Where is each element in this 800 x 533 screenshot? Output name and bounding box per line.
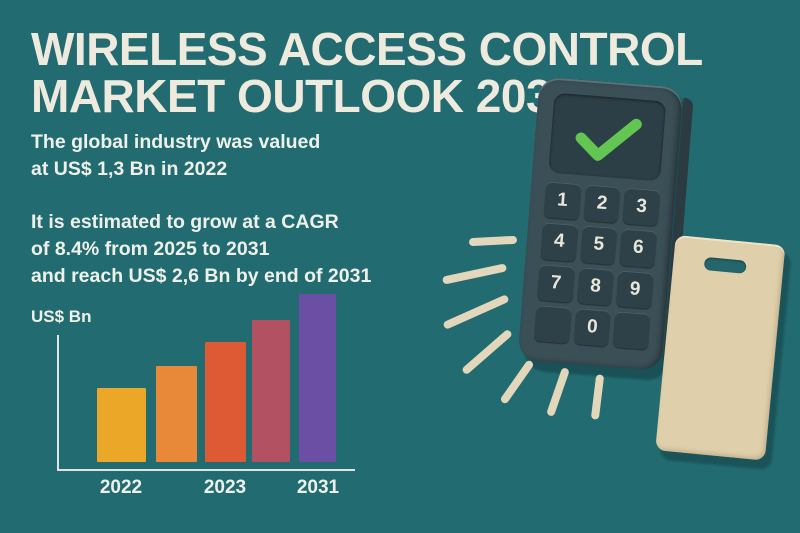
forecast-line-1: It is estimated to grow at a CAGR (31, 211, 339, 233)
bar-0 (97, 388, 146, 462)
bar-3 (252, 320, 290, 462)
wave-4 (460, 328, 514, 376)
device-body: 1 2 3 4 5 6 7 8 9 0 (517, 76, 684, 371)
check-icon (575, 118, 642, 161)
bar-2 (205, 342, 246, 462)
forecast-line-3: and reach US$ 2,6 Bn by end of 2031 (31, 265, 372, 287)
title-line-1: WIRELESS ACCESS CONTROL (31, 23, 703, 75)
page-title: WIRELESS ACCESS CONTROL MARKET OUTLOOK 2… (31, 23, 703, 122)
bar-1 (156, 366, 197, 462)
title-line-2: MARKET OUTLOOK 2031 (31, 70, 577, 122)
wireless-keypad-reader: 1 2 3 4 5 6 7 8 9 0 (517, 76, 694, 383)
key-2[interactable]: 2 (583, 184, 621, 224)
key-3[interactable]: 3 (622, 187, 661, 227)
keycard-body (655, 234, 786, 461)
bar-chart: US$ Bn 2022 2023 2031 (0, 294, 400, 520)
valuation-text: The global industry was valued at US$ 1,… (31, 129, 461, 183)
bar-4 (299, 294, 336, 462)
tick-label-2023: 2023 (203, 477, 247, 498)
access-key-card (655, 234, 792, 471)
valuation-line-1: The global industry was valued (31, 131, 321, 153)
chart-y-axis (57, 335, 59, 470)
wave-1 (468, 235, 518, 247)
chart-y-axis-label: US$ Bn (31, 307, 92, 326)
chart-x-axis (57, 469, 355, 471)
wave-3 (442, 294, 510, 330)
forecast-line-2: of 8.4% from 2025 to 2031 (31, 238, 270, 260)
signal-waves (441, 225, 630, 455)
tick-label-2031: 2031 (296, 477, 340, 498)
wave-7 (590, 374, 605, 420)
tick-label-2022: 2022 (99, 477, 143, 498)
device-screen (548, 92, 667, 182)
wave-6 (546, 367, 570, 417)
keycard-slot-hole (703, 256, 747, 274)
valuation-line-2: at US$ 1,3 Bn in 2022 (31, 158, 228, 180)
forecast-text: It is estimated to grow at a CAGR of 8.4… (31, 209, 461, 290)
wave-2 (441, 263, 508, 285)
wave-5 (499, 359, 535, 405)
key-1[interactable]: 1 (543, 181, 582, 221)
